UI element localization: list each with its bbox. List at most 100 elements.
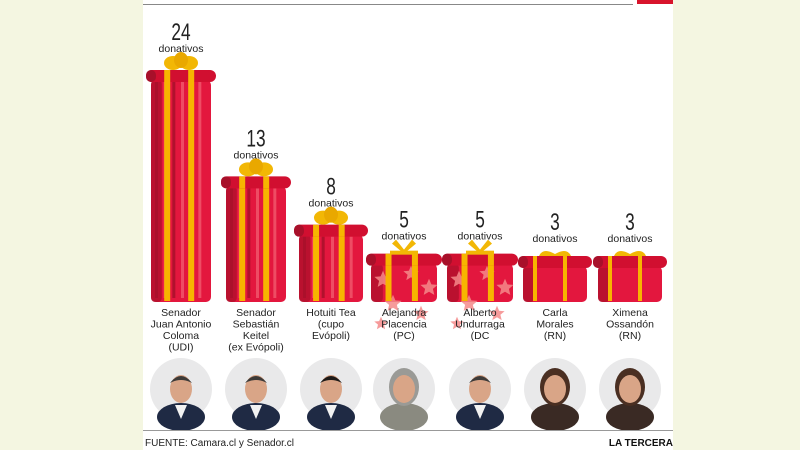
gift-shade (371, 263, 383, 302)
category-label: Alejandra (382, 307, 427, 319)
ribbon (263, 178, 270, 301)
portrait-face (393, 375, 415, 403)
portrait-torso (380, 403, 428, 431)
photo-alberto-undurraga (449, 358, 511, 431)
star-decoration (384, 294, 402, 311)
portrait-face (245, 375, 267, 403)
category-label: (UDI) (168, 342, 193, 354)
category-label: Placencia (381, 319, 427, 331)
infographic-panel: 24 donativos Senador Juan Antonio Coloma (UDI… (143, 0, 673, 450)
photo-ximena-ossandon (599, 358, 661, 431)
category-label: Senador (236, 307, 276, 319)
value-label: 13 (246, 126, 265, 152)
category-label: Juan Antonio (151, 319, 212, 331)
gift-lid (518, 256, 592, 268)
top-rule (143, 4, 633, 5)
gift-shade (598, 266, 610, 302)
gift-stripe (256, 188, 259, 298)
ribbon (608, 258, 612, 301)
source-note: FUENTE: Camara.cl y Senador.cl (145, 438, 294, 449)
bow-band (390, 250, 418, 255)
ribbon (188, 70, 195, 82)
ribbon (411, 255, 418, 301)
bow-icon (614, 250, 646, 256)
gift-stripe (181, 82, 184, 298)
category-label: Evópoli) (312, 330, 350, 342)
ribbon (638, 258, 642, 301)
portrait-face (320, 375, 342, 403)
gift-lid (366, 253, 442, 266)
bow-band (466, 250, 494, 255)
portrait-hair (245, 376, 267, 383)
gift-stripe (172, 82, 176, 298)
top-red-tab (637, 0, 673, 4)
bow-knot (249, 158, 263, 175)
ribbon (487, 255, 494, 301)
star-decoration (420, 278, 438, 295)
portrait-face (544, 375, 566, 403)
gift-body (523, 266, 587, 302)
star-decoration (450, 316, 464, 330)
gift-lid-shade (366, 253, 376, 266)
gift-stripe (331, 236, 334, 298)
shirt-collar (325, 405, 337, 419)
portrait-hair (320, 376, 342, 383)
ribbon (313, 224, 320, 237)
unit-label: donativos (159, 43, 204, 55)
value-label: 5 (399, 207, 409, 233)
star-decoration (460, 294, 478, 311)
value-label: 8 (326, 174, 336, 200)
ribbon (263, 176, 270, 189)
category-label: Carla (542, 307, 567, 319)
ribbon (385, 255, 392, 301)
bow-icon (468, 239, 492, 254)
category-label: Coloma (163, 330, 199, 342)
ribbon (411, 253, 418, 266)
category-label: (RN) (619, 330, 641, 342)
gift-lid-shade (146, 70, 156, 82)
category-label: (ex Evópoli) (228, 342, 283, 354)
ribbon (461, 253, 468, 266)
brand-logo-text: LA TERCERA (608, 438, 673, 449)
ribbon (563, 256, 567, 268)
gift-stripe (303, 236, 306, 298)
unit-label: donativos (309, 198, 354, 210)
category-label: Senador (161, 307, 201, 319)
ribbon (164, 70, 171, 82)
gift-lid-shade (593, 256, 603, 268)
bow-knot (174, 52, 188, 68)
portrait-torso (531, 403, 579, 431)
bow-icon (392, 239, 416, 254)
portrait-face (469, 375, 491, 403)
category-label: Undurraga (455, 319, 505, 331)
photo-juan-antonio-coloma (150, 358, 212, 431)
star-decoration (489, 305, 505, 321)
category-label: (cupo (318, 319, 344, 331)
category-label: (DC (471, 330, 490, 342)
category-label: Hotuiti Tea (306, 307, 356, 319)
unit-label: donativos (533, 233, 578, 245)
gift-stripe (155, 82, 158, 298)
gift-lid (294, 224, 368, 237)
gift-shade (523, 266, 535, 302)
shirt-collar (250, 405, 262, 419)
ribbon (608, 256, 612, 268)
photo-sebastian-keitel (225, 358, 287, 431)
gift-stripe (321, 236, 325, 298)
bow-icon (539, 250, 571, 256)
portrait-hair (469, 376, 491, 383)
category-label: Sebastián (233, 319, 280, 331)
gift-lid (146, 70, 216, 82)
gift-stripe (349, 236, 353, 298)
gift-lid-shade (442, 253, 452, 266)
unit-label: donativos (458, 231, 503, 243)
unit-label: donativos (382, 231, 427, 243)
gift-stripe (273, 188, 277, 298)
unit-label: donativos (234, 149, 279, 161)
gift-lid (221, 176, 291, 189)
bow-knot (324, 206, 338, 223)
